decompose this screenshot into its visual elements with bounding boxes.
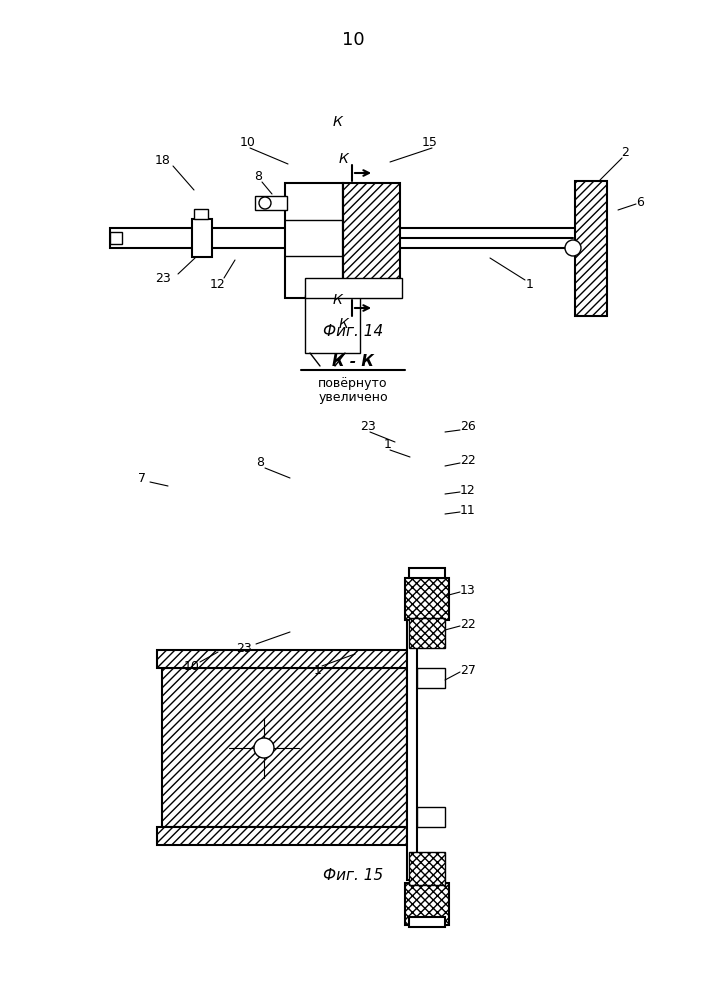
Bar (157, 650, 407, 668)
Bar (409, 852, 445, 885)
Text: 23: 23 (360, 420, 376, 432)
Bar (285, 183, 343, 298)
Bar (407, 615, 417, 880)
Text: 10: 10 (341, 31, 364, 49)
Text: 27: 27 (460, 664, 476, 676)
Bar (575, 181, 607, 316)
Bar (417, 807, 445, 827)
Text: 26: 26 (460, 420, 476, 432)
Bar (405, 578, 449, 620)
Bar (194, 209, 208, 219)
Bar (110, 232, 122, 244)
Text: 1: 1 (384, 438, 392, 450)
Bar (409, 618, 445, 648)
Text: К: К (333, 293, 343, 307)
Text: 2: 2 (621, 145, 629, 158)
Text: Фиг. 15: Фиг. 15 (323, 868, 383, 884)
Bar (305, 278, 402, 298)
Text: 7: 7 (138, 472, 146, 485)
Text: К - К: К - К (332, 355, 374, 369)
Text: повёрнуто: повёрнуто (318, 377, 387, 390)
Bar (409, 917, 445, 927)
Bar (305, 295, 360, 353)
Circle shape (565, 240, 581, 256)
Text: 23: 23 (155, 271, 171, 284)
Text: 1: 1 (526, 277, 534, 290)
Text: 18: 18 (155, 153, 171, 166)
Text: 12: 12 (460, 484, 476, 496)
Circle shape (254, 738, 274, 758)
Text: 10: 10 (240, 135, 256, 148)
Text: 23: 23 (236, 642, 252, 654)
Bar (255, 196, 287, 210)
Text: 22: 22 (460, 454, 476, 466)
Bar (110, 228, 590, 248)
Text: 6: 6 (636, 196, 644, 209)
Text: 8: 8 (256, 456, 264, 468)
Bar (162, 668, 407, 827)
Text: 15: 15 (422, 135, 438, 148)
Text: 1: 1 (314, 664, 322, 676)
Bar (343, 183, 400, 298)
Text: 8: 8 (254, 169, 262, 182)
Bar (405, 883, 449, 925)
Text: К: К (339, 152, 349, 166)
Text: увеличено: увеличено (318, 391, 388, 404)
Text: 11: 11 (460, 504, 476, 516)
Bar (417, 668, 445, 688)
Text: К: К (339, 317, 349, 331)
Text: 13: 13 (460, 584, 476, 596)
Text: 10: 10 (184, 660, 200, 672)
Text: К: К (333, 115, 343, 129)
Circle shape (259, 197, 271, 209)
Bar (192, 219, 212, 257)
Text: 22: 22 (460, 617, 476, 631)
Text: 12: 12 (210, 277, 226, 290)
Bar (157, 827, 407, 845)
Bar (409, 568, 445, 578)
Text: Фиг. 14: Фиг. 14 (323, 324, 383, 340)
